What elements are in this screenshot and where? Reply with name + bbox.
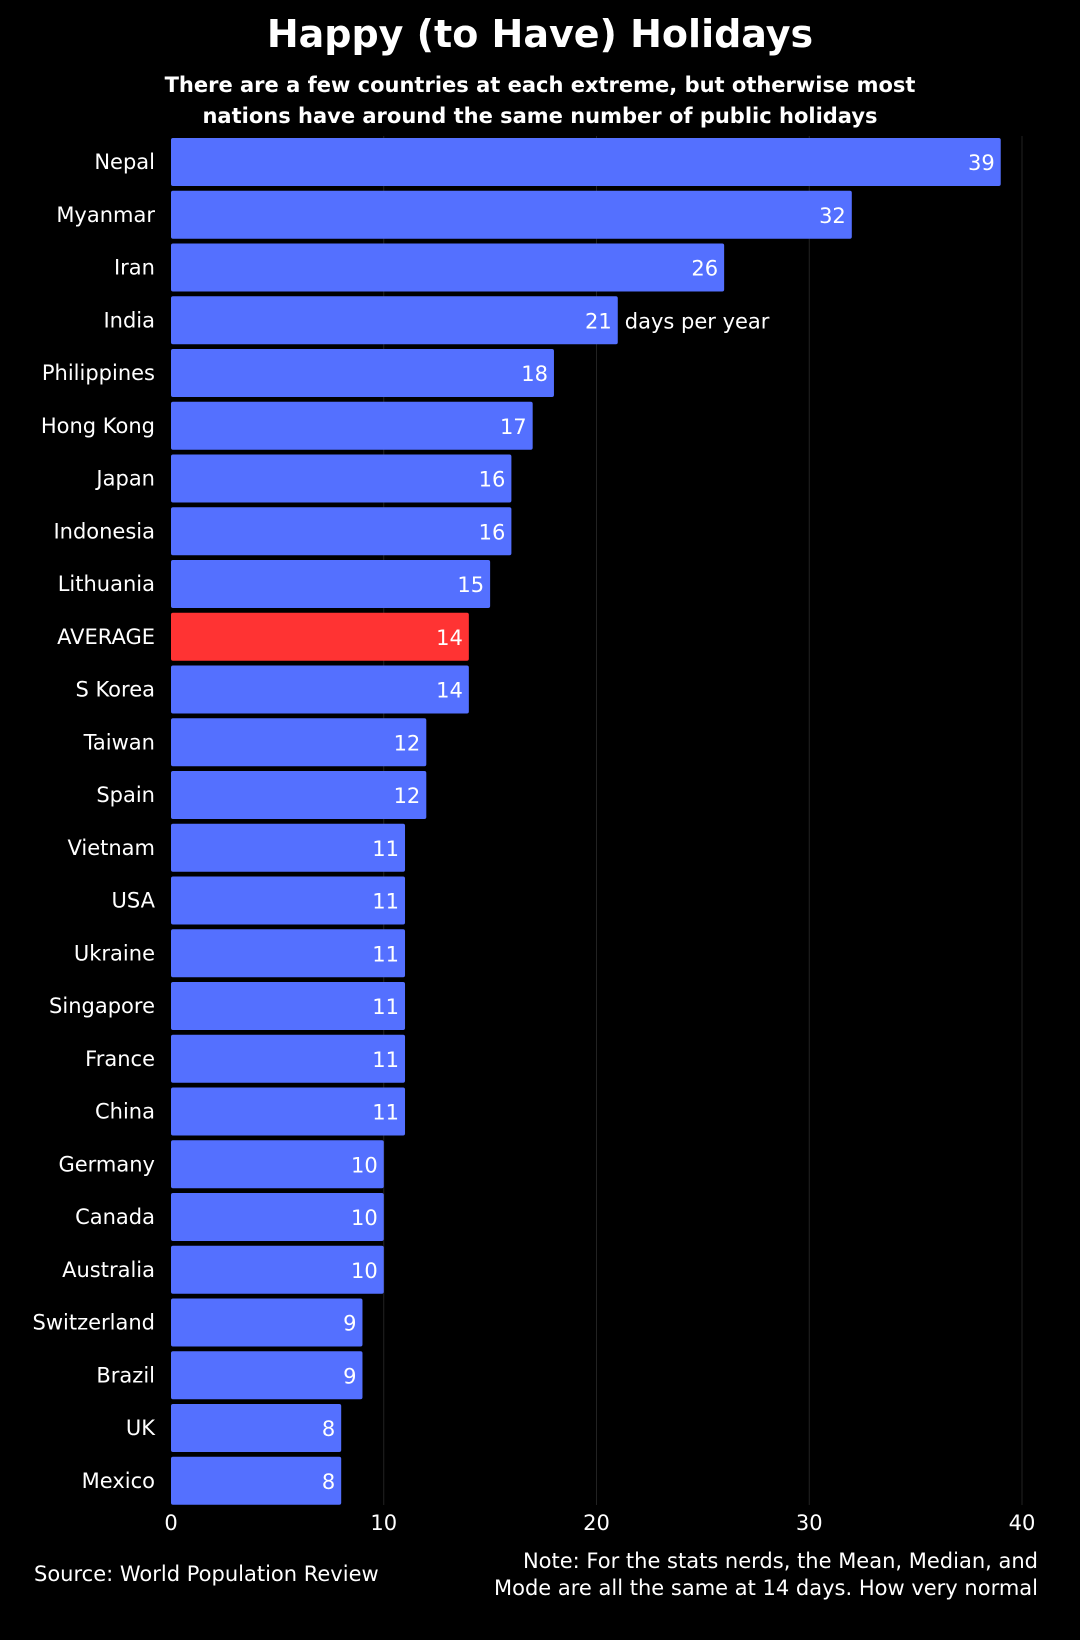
- bar: [171, 560, 491, 608]
- bar: [171, 1140, 384, 1189]
- category-label: Lithuania: [58, 572, 155, 596]
- category-label: Hong Kong: [41, 414, 155, 438]
- bar: [171, 1193, 384, 1241]
- data-label: 39: [968, 151, 995, 175]
- data-label: 11: [372, 942, 399, 966]
- data-label: 11: [372, 890, 399, 914]
- bar: [171, 982, 406, 1030]
- data-label: 16: [479, 520, 506, 544]
- category-label: S Korea: [75, 678, 155, 702]
- data-label: 11: [372, 995, 399, 1019]
- bar: [171, 1034, 406, 1083]
- data-label: 11: [372, 837, 399, 861]
- bar: [171, 401, 533, 450]
- bar: [171, 1245, 384, 1294]
- category-label: Nepal: [94, 150, 155, 174]
- data-label: 9: [343, 1364, 356, 1388]
- data-label: 10: [351, 1153, 378, 1177]
- data-label: 10: [351, 1206, 378, 1230]
- category-label: India: [103, 308, 155, 332]
- stats-note: Note: For the stats nerds, the Mean, Med…: [494, 1549, 1038, 1600]
- category-label: Vietnam: [67, 836, 155, 860]
- category-label: Japan: [94, 467, 155, 491]
- category-label: Germany: [58, 1152, 155, 1176]
- data-label: 21: [585, 309, 612, 333]
- annotation-label: days per year: [625, 309, 770, 333]
- data-label: 16: [479, 468, 506, 492]
- category-label: Iran: [114, 256, 155, 280]
- category-label: Indonesia: [53, 519, 155, 543]
- source-note: Source: World Population Review: [34, 1562, 379, 1586]
- bar-average: [171, 612, 469, 661]
- bar: [171, 1404, 342, 1452]
- bar: [171, 665, 469, 714]
- category-label: Ukraine: [74, 941, 155, 965]
- x-tick-label: 30: [796, 1511, 823, 1535]
- bar: [171, 1087, 406, 1136]
- category-label: Brazil: [96, 1363, 155, 1387]
- x-tick-label: 40: [1009, 1511, 1036, 1535]
- category-label: Mexico: [82, 1469, 155, 1493]
- chart-subtitle: There are a few countries at each extrem…: [164, 73, 916, 128]
- data-label: 12: [394, 784, 421, 808]
- data-label: 12: [394, 731, 421, 755]
- chart-title: Happy (to Have) Holidays: [266, 12, 814, 56]
- bar: [171, 349, 554, 397]
- bar: [171, 823, 406, 872]
- bar: [171, 138, 1001, 186]
- category-label: China: [95, 1100, 155, 1124]
- category-label: Canada: [75, 1205, 155, 1229]
- category-label: France: [85, 1047, 155, 1071]
- data-label: 14: [436, 626, 463, 650]
- data-label: 9: [343, 1312, 356, 1336]
- category-label: Australia: [62, 1258, 155, 1282]
- bar: [171, 1298, 363, 1347]
- data-label: 11: [372, 1101, 399, 1125]
- data-label: 15: [457, 573, 484, 597]
- category-label: Switzerland: [33, 1311, 156, 1335]
- bar: [171, 718, 427, 767]
- category-label: AVERAGE: [57, 625, 155, 649]
- bar: [171, 296, 618, 345]
- bar: [171, 507, 512, 556]
- data-label: 17: [500, 415, 527, 439]
- data-label: 32: [819, 204, 846, 228]
- data-label: 8: [322, 1470, 335, 1494]
- data-label: 10: [351, 1259, 378, 1283]
- category-label: USA: [112, 889, 156, 913]
- data-label: 14: [436, 679, 463, 703]
- category-label: Taiwan: [83, 730, 155, 754]
- bar: [171, 929, 406, 978]
- x-tick-label: 10: [370, 1511, 397, 1535]
- data-label: 11: [372, 1048, 399, 1072]
- bar-chart: Nepal 39 Myanmar 32 Iran 26 India 21 days per ye…: [33, 136, 1036, 1535]
- data-label: 8: [322, 1417, 335, 1441]
- bar: [171, 771, 427, 819]
- category-label: Philippines: [42, 361, 155, 385]
- data-label: 26: [691, 257, 718, 281]
- bar: [171, 1351, 363, 1400]
- bar: [171, 1456, 342, 1505]
- category-label: Singapore: [49, 994, 155, 1018]
- category-label: UK: [126, 1416, 156, 1440]
- x-tick-label: 0: [164, 1511, 177, 1535]
- data-label: 18: [521, 362, 548, 386]
- category-label: Myanmar: [56, 203, 155, 227]
- x-tick-label: 20: [583, 1511, 610, 1535]
- category-label: Spain: [96, 783, 155, 807]
- bar: [171, 190, 852, 239]
- bar: [171, 454, 512, 503]
- bar: [171, 243, 725, 292]
- bar: [171, 876, 406, 925]
